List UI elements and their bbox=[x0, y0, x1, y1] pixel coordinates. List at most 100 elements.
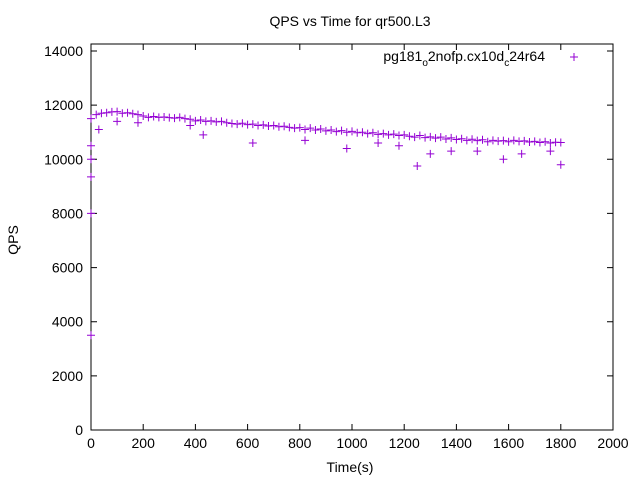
data-point bbox=[290, 124, 299, 133]
data-point bbox=[499, 155, 508, 164]
data-point bbox=[212, 117, 221, 126]
data-point bbox=[525, 137, 534, 146]
y-tick-label: 4000 bbox=[52, 314, 83, 330]
x-tick-label: 1600 bbox=[493, 435, 524, 451]
legend-part: pg181 bbox=[383, 48, 422, 64]
legend-marker bbox=[570, 53, 578, 61]
data-point bbox=[413, 162, 422, 171]
x-tick-label: 1200 bbox=[389, 435, 420, 451]
data-point bbox=[457, 134, 466, 143]
data-point bbox=[436, 133, 445, 142]
data-point bbox=[421, 133, 430, 142]
data-point bbox=[535, 138, 544, 147]
data-point bbox=[269, 121, 278, 130]
data-point bbox=[186, 121, 195, 130]
chart-title: QPS vs Time for qr500.L3 bbox=[269, 13, 430, 29]
data-point bbox=[199, 130, 208, 139]
data-point bbox=[394, 141, 403, 150]
data-point bbox=[280, 122, 289, 131]
y-tick-label: 12000 bbox=[44, 97, 83, 113]
data-point bbox=[306, 124, 315, 133]
data-point bbox=[374, 139, 383, 148]
legend-part: 2nofp.cx10d bbox=[428, 48, 504, 64]
data-point bbox=[123, 108, 132, 117]
data-point bbox=[415, 131, 424, 140]
x-tick-label: 1400 bbox=[441, 435, 472, 451]
data-point bbox=[348, 127, 356, 136]
y-tick-label: 10000 bbox=[44, 151, 83, 167]
data-point bbox=[139, 111, 148, 120]
data-point bbox=[311, 126, 320, 135]
data-point bbox=[133, 118, 142, 127]
data-point bbox=[196, 116, 205, 125]
data-point bbox=[97, 109, 106, 118]
x-tick-label: 1800 bbox=[545, 435, 576, 451]
data-point bbox=[368, 128, 377, 137]
data-point bbox=[87, 114, 95, 123]
y-tick-label: 8000 bbox=[52, 205, 83, 221]
data-point bbox=[227, 119, 236, 128]
data-point bbox=[207, 116, 216, 125]
data-point bbox=[405, 132, 414, 141]
data-point bbox=[128, 109, 137, 118]
data-point bbox=[374, 130, 383, 139]
data-point bbox=[478, 135, 487, 144]
data-point bbox=[426, 149, 435, 158]
data-point bbox=[546, 139, 555, 148]
data-point bbox=[447, 133, 456, 142]
data-point bbox=[180, 114, 189, 123]
data-point bbox=[358, 128, 367, 137]
x-tick-label: 0 bbox=[87, 435, 95, 451]
data-point bbox=[400, 130, 409, 139]
data-point bbox=[342, 144, 351, 153]
data-point bbox=[87, 155, 95, 164]
data-point bbox=[87, 141, 95, 150]
data-point bbox=[243, 120, 252, 129]
x-tick-label: 2000 bbox=[597, 435, 628, 451]
data-point bbox=[389, 130, 398, 139]
data-point bbox=[426, 132, 435, 141]
data-point bbox=[217, 117, 226, 126]
data-point bbox=[517, 149, 526, 158]
data-point bbox=[92, 110, 101, 119]
data-point bbox=[504, 137, 513, 146]
data-point bbox=[321, 126, 330, 135]
data-point bbox=[363, 129, 372, 138]
plot-border bbox=[90, 43, 614, 431]
data-point bbox=[274, 122, 283, 131]
data-point bbox=[301, 125, 310, 134]
data-point bbox=[87, 209, 95, 218]
data-point bbox=[87, 331, 95, 340]
data-point bbox=[316, 124, 325, 133]
data-point bbox=[94, 125, 103, 134]
data-point bbox=[233, 120, 242, 129]
data-point bbox=[447, 147, 456, 156]
data-point bbox=[473, 136, 482, 145]
data-point bbox=[133, 110, 142, 119]
data-point bbox=[488, 136, 497, 145]
data-point bbox=[113, 107, 122, 116]
data-point bbox=[337, 126, 346, 135]
y-axis-label: QPS bbox=[5, 225, 21, 255]
data-point bbox=[222, 118, 231, 127]
data-point bbox=[118, 109, 127, 118]
data-point bbox=[259, 120, 268, 129]
data-point bbox=[546, 147, 555, 156]
data-point bbox=[102, 108, 111, 117]
data-point bbox=[530, 137, 539, 146]
data-point bbox=[87, 172, 95, 181]
data-point bbox=[452, 135, 461, 144]
legend: pg181o2nofp.cx10dc24r64 bbox=[383, 48, 578, 69]
data-point bbox=[342, 128, 351, 137]
data-point bbox=[515, 137, 524, 146]
data-point bbox=[520, 136, 529, 145]
data-point bbox=[327, 126, 336, 135]
data-point bbox=[248, 120, 257, 129]
data-point bbox=[541, 137, 550, 146]
data-point bbox=[191, 116, 200, 125]
y-tick-label: 2000 bbox=[52, 368, 83, 384]
data-point bbox=[238, 119, 247, 128]
data-point bbox=[113, 117, 122, 126]
y-tick-label: 6000 bbox=[52, 260, 83, 276]
